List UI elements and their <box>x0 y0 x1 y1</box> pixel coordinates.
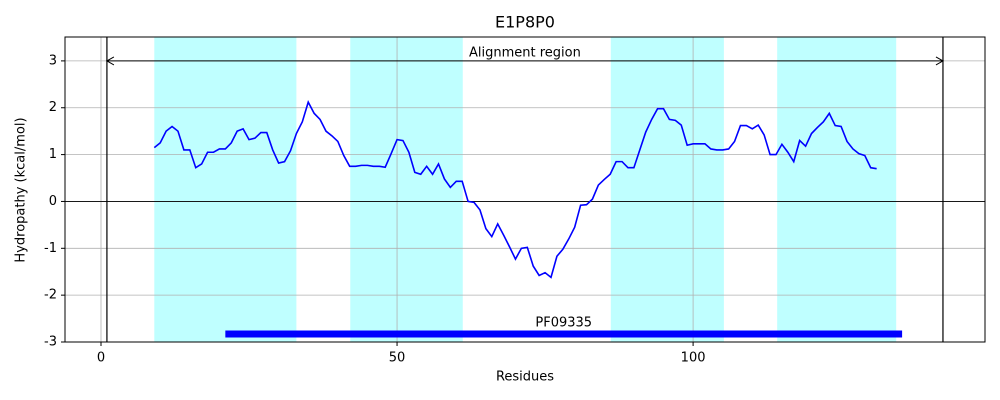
y-tick-label: 2 <box>49 100 57 115</box>
y-tick-label: -2 <box>44 288 57 303</box>
y-axis-label: Hydropathy (kcal/mol) <box>14 117 29 262</box>
x-axis-label: Residues <box>496 370 554 385</box>
y-tick-label: -3 <box>44 335 57 350</box>
y-tick-label: 0 <box>49 194 57 209</box>
y-tick-label: 3 <box>49 53 57 68</box>
alignment-arrow <box>105 56 944 66</box>
shaded-region <box>777 37 897 342</box>
x-tick-label: 50 <box>389 351 406 366</box>
chart-title: E1P8P0 <box>495 13 555 32</box>
annotation-label: Alignment region <box>469 45 581 60</box>
shaded-region <box>154 37 297 342</box>
y-tick-label: -1 <box>44 241 57 256</box>
shaded-region <box>350 37 463 342</box>
domain-label: PF09335 <box>535 316 592 331</box>
y-tick-label: 1 <box>49 147 57 162</box>
shaded-region <box>610 37 724 342</box>
x-tick-label: 100 <box>681 351 706 366</box>
plot-frame <box>64 36 986 343</box>
x-tick-label: 0 <box>97 351 105 366</box>
hydropathy-line <box>153 100 877 279</box>
